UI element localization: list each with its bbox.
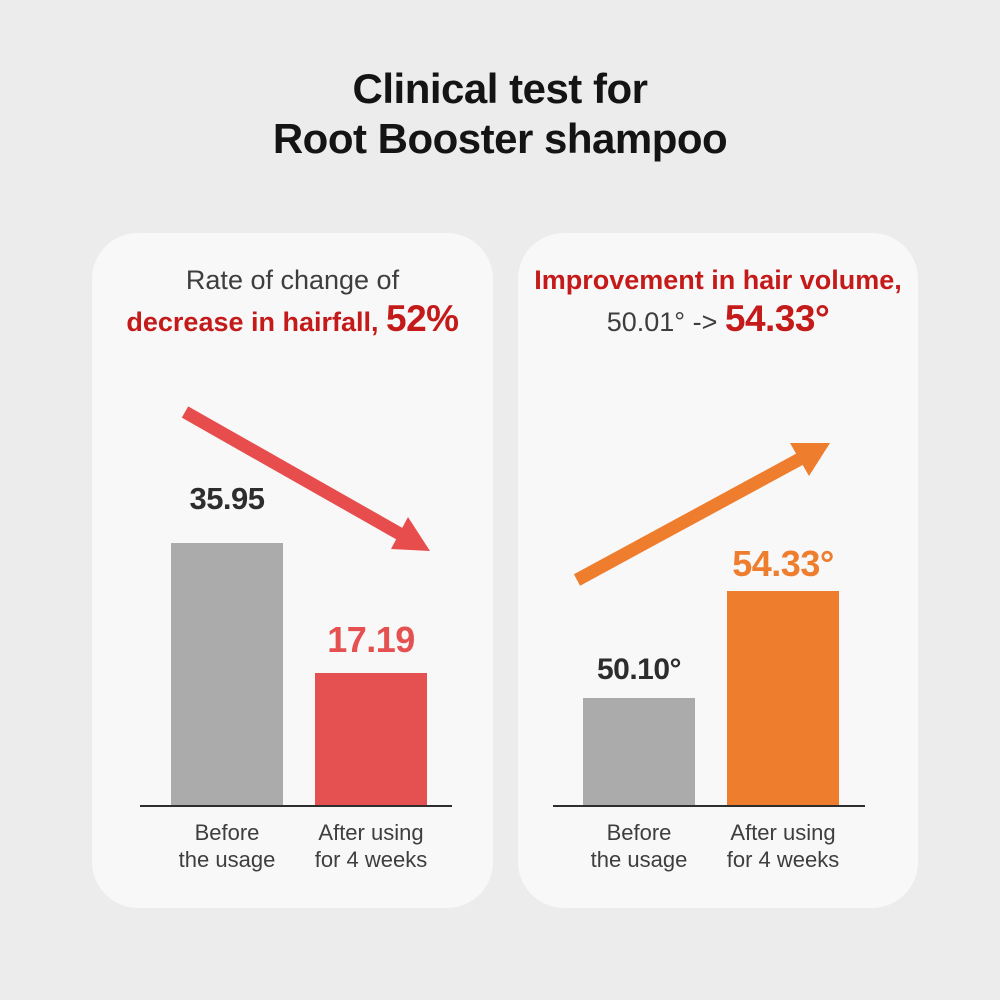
category-line: After using [318, 820, 424, 845]
hairfall-heading-line2: decrease in hairfall, 52% [92, 298, 493, 343]
hairfall-panel: Rate of change of decrease in hairfall, … [92, 233, 493, 908]
volume-heading-from: 50.01° -> [606, 307, 718, 337]
volume-after-bar [727, 591, 839, 805]
hairfall-before-value: 35.95 [189, 481, 265, 516]
category-line: Before [194, 820, 260, 845]
hairfall-axis-line [140, 805, 452, 807]
hairfall-after-value: 17.19 [327, 619, 415, 660]
category-line: for 4 weeks [726, 847, 840, 872]
volume-before-bar [583, 698, 695, 805]
page-title: Clinical test for Root Booster shampoo [0, 64, 1000, 164]
category-line: the usage [590, 847, 688, 872]
volume-heading-value: 54.33° [724, 298, 830, 339]
hairfall-after-bar [315, 673, 427, 805]
volume-axis-line [553, 805, 865, 807]
volume-heading-line2: 50.01° -> 54.33° [518, 298, 918, 343]
page-title-line2: Root Booster shampoo [272, 115, 728, 162]
category-line: Before [606, 820, 672, 845]
volume-before-value: 50.10° [596, 653, 682, 686]
hairfall-heading-line1: Rate of change of [185, 265, 400, 295]
volume-panel: Improvement in hair volume, 50.01° -> 54… [518, 233, 918, 908]
category-line: the usage [178, 847, 276, 872]
volume-category-before: Before the usage [564, 819, 714, 873]
category-line: After using [730, 820, 836, 845]
hairfall-heading: Rate of change of decrease in hairfall, … [92, 262, 493, 343]
volume-heading-line1: Improvement in hair volume, [534, 265, 902, 295]
hairfall-category-before: Before the usage [152, 819, 302, 873]
volume-heading: Improvement in hair volume, 50.01° -> 54… [518, 262, 918, 343]
hairfall-before-bar [171, 543, 283, 805]
hairfall-category-after: After using for 4 weeks [296, 819, 446, 873]
volume-after-value: 54.33° [732, 543, 834, 584]
page-title-line1: Clinical test for [352, 65, 648, 112]
hairfall-heading-text: decrease in hairfall, [126, 307, 379, 337]
category-line: for 4 weeks [314, 847, 428, 872]
upward-trend-arrow-icon [573, 443, 830, 586]
downward-trend-arrow-icon [181, 406, 430, 551]
hairfall-heading-value: 52% [386, 298, 459, 339]
volume-category-after: After using for 4 weeks [708, 819, 858, 873]
